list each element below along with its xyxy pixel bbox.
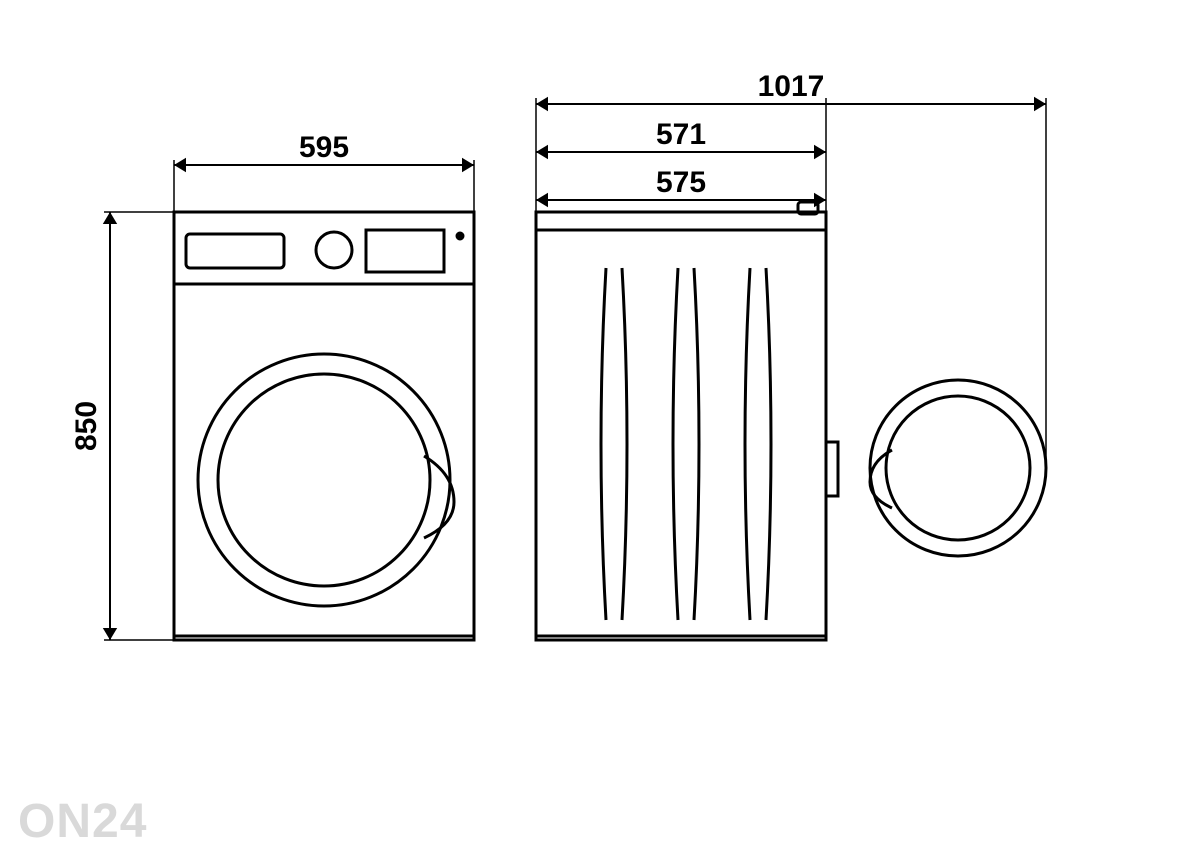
dim-front-width: 595 (299, 131, 349, 164)
watermark: ON24 (18, 794, 147, 849)
dim-height: 850 (70, 401, 103, 451)
dim-depth-575: 575 (656, 166, 706, 199)
dim-depth-571: 571 (656, 118, 706, 151)
dim-depth-1017: 1017 (758, 70, 825, 103)
diagram-stage: 850 595 575 571 1017 ON24 (0, 0, 1200, 859)
diagram-svg: 850 595 575 571 1017 (0, 0, 1200, 859)
